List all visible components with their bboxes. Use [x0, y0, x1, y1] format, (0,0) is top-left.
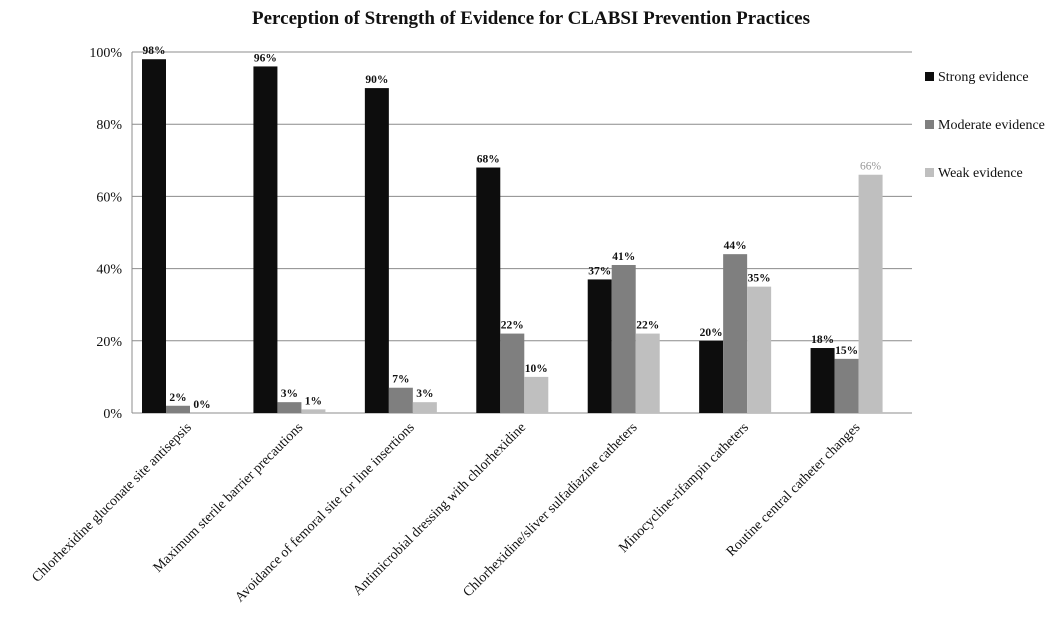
data-label: 90%	[365, 74, 388, 86]
bar	[699, 340, 724, 413]
legend-swatch	[925, 72, 934, 81]
data-label: 22%	[501, 320, 524, 332]
bar	[412, 402, 437, 413]
bar	[611, 264, 636, 413]
y-tick-label: 80%	[96, 118, 122, 133]
y-tick-label: 100%	[89, 46, 122, 61]
legend-label: Moderate evidence	[938, 118, 1045, 133]
data-label: 18%	[811, 334, 834, 346]
data-label: 22%	[636, 320, 659, 332]
data-label: 3%	[416, 388, 433, 400]
bar	[834, 358, 859, 413]
data-label: 96%	[254, 52, 277, 64]
bar	[747, 286, 772, 413]
data-label: 98%	[143, 45, 166, 57]
legend-swatch	[925, 120, 934, 129]
data-label: 41%	[612, 251, 635, 263]
legend-label: Strong evidence	[938, 70, 1029, 85]
y-tick-label: 0%	[103, 407, 122, 422]
data-label: 68%	[477, 154, 500, 166]
chart-title: Perception of Strength of Evidence for C…	[252, 8, 810, 29]
x-tick-label: Routine central catheter changes	[724, 420, 864, 560]
bar	[858, 174, 883, 413]
bar	[301, 409, 326, 413]
data-label: 3%	[281, 388, 298, 400]
y-axis-ticks: 0% 20% 40% 60% 80% 100%	[89, 46, 122, 422]
bar	[166, 405, 190, 413]
bar	[277, 402, 302, 413]
data-label: 44%	[724, 240, 747, 252]
data-label: 37%	[588, 265, 611, 277]
bar	[524, 376, 549, 413]
data-label: 66%	[860, 161, 882, 173]
bar	[587, 279, 612, 413]
x-tick-label: Minocycline-rifampin catheters	[616, 420, 752, 556]
bar	[723, 254, 748, 413]
data-label: 15%	[835, 345, 858, 357]
x-tick-label: Antimicrobial dressing with chlorhexidin…	[351, 420, 530, 599]
data-label: 1%	[305, 395, 322, 407]
data-label: 0%	[193, 399, 210, 411]
x-tick-label: Chlorhexidine/sliver sulfadiazine cathet…	[461, 420, 641, 600]
bar	[142, 59, 166, 413]
bars	[142, 59, 883, 413]
bar	[253, 66, 278, 413]
bar	[388, 387, 413, 413]
bar	[500, 333, 525, 413]
bar	[364, 88, 389, 413]
data-labels: 98% 2% 0% 96% 3% 1% 90% 7% 3% 68% 22% 10% 37%41% 22% 2…	[143, 45, 882, 411]
legend-label: Weak evidence	[938, 166, 1023, 181]
x-tick-label: Avoidance of femoral site for line inser…	[232, 420, 417, 605]
bar	[476, 167, 501, 413]
bar	[810, 348, 835, 413]
data-label: 2%	[169, 392, 186, 404]
x-axis-ticks: Chlorhexidine gluconate site antisepsisM…	[29, 420, 863, 605]
data-label: 10%	[525, 363, 548, 375]
data-label: 35%	[748, 273, 771, 285]
bar	[635, 333, 660, 413]
y-tick-label: 40%	[96, 263, 122, 278]
y-tick-label: 20%	[96, 335, 122, 350]
y-tick-label: 60%	[96, 190, 122, 205]
data-label: 7%	[392, 374, 409, 386]
legend-swatch	[925, 168, 934, 177]
legend: Strong evidence Moderate evidence Weak evi…	[925, 70, 1045, 181]
data-label: 20%	[700, 327, 723, 339]
